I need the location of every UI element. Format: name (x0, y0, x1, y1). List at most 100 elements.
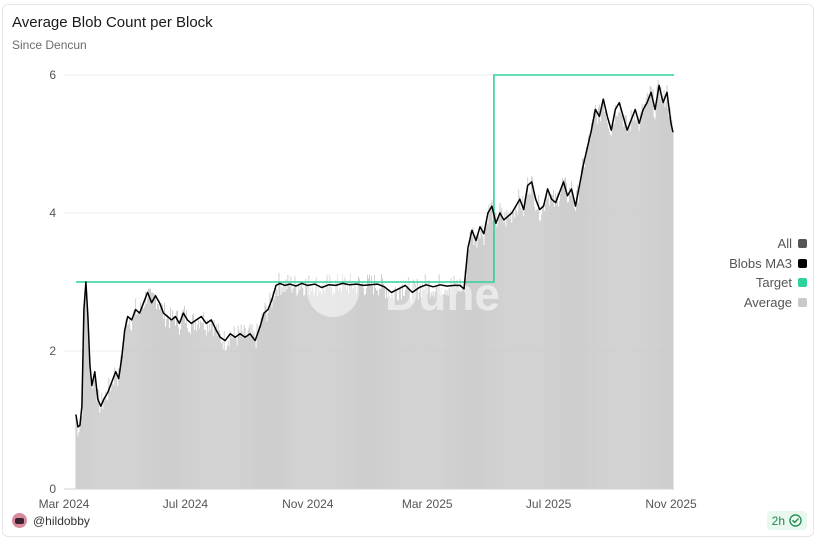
average-bar (323, 286, 325, 489)
average-bar (669, 107, 671, 489)
average-bar (649, 85, 651, 489)
average-bar (443, 294, 445, 489)
average-bar (284, 291, 286, 489)
average-bar (404, 290, 406, 489)
average-bar (193, 329, 195, 489)
average-bar (82, 348, 84, 489)
average-bar (450, 278, 452, 489)
legend-swatch (798, 297, 807, 307)
average-bar (562, 178, 563, 489)
average-bar (512, 212, 514, 490)
average-bar (636, 113, 638, 489)
average-bar (262, 316, 264, 489)
x-tick-label: Jul 2024 (163, 497, 209, 511)
average-bar (614, 104, 616, 489)
average-bar (593, 108, 595, 489)
average-bar (87, 312, 89, 489)
average-bar (630, 109, 632, 489)
average-bar (670, 115, 672, 489)
average-bar (137, 312, 139, 489)
average-bar (104, 396, 106, 489)
average-bar (491, 199, 493, 490)
average-bar (446, 290, 448, 489)
average-bar (618, 112, 620, 489)
average-bar (283, 281, 285, 489)
average-bar (460, 292, 462, 489)
average-bar (420, 297, 422, 489)
average-bar (434, 292, 436, 489)
author-link[interactable]: @hildobby (12, 513, 90, 528)
average-bar (94, 372, 96, 489)
average-bar (530, 194, 532, 490)
average-bar (616, 116, 618, 490)
average-bar (326, 276, 328, 489)
average-bar (354, 282, 356, 489)
average-bar (234, 336, 236, 489)
average-bar (585, 146, 587, 490)
average-bar (264, 302, 266, 489)
average-bar (282, 292, 284, 489)
average-bar (390, 291, 392, 489)
average-bar (136, 314, 138, 489)
average-bar (289, 286, 291, 489)
average-bar (647, 94, 649, 489)
average-bar (248, 327, 250, 489)
average-bar (275, 284, 277, 489)
chart-subtitle: Since Dencun (12, 38, 87, 52)
average-bar (211, 324, 213, 489)
average-bar (113, 385, 115, 489)
average-bar (563, 179, 564, 489)
average-bar (297, 293, 299, 489)
average-bar (531, 175, 533, 490)
average-bar (641, 103, 643, 490)
average-bar (505, 226, 507, 489)
refresh-status-badge[interactable]: 2h (766, 511, 807, 530)
average-bar (280, 295, 282, 489)
average-bar (457, 286, 459, 489)
average-bar (564, 178, 565, 489)
average-bar (441, 295, 443, 489)
average-bar (486, 216, 488, 490)
average-bar (409, 298, 411, 489)
legend-item-all[interactable]: All (729, 234, 807, 254)
legend-item-average[interactable]: Average (729, 293, 807, 313)
legend-item-blobs-ma3[interactable]: Blobs MA3 (729, 254, 807, 274)
check-circle-icon (789, 514, 802, 527)
average-bar (438, 274, 440, 489)
average-bar (394, 286, 396, 489)
average-bar (617, 112, 619, 489)
average-bar (159, 309, 160, 489)
average-bar (440, 288, 442, 489)
average-bar (629, 130, 631, 489)
average-bar (357, 286, 359, 489)
dune-logo-icon (307, 265, 359, 317)
average-bar (426, 293, 428, 489)
average-bar (122, 355, 124, 489)
average-bar (496, 227, 498, 489)
average-bar (592, 111, 594, 490)
average-bar (217, 323, 219, 489)
average-bar (309, 294, 311, 489)
average-bar (218, 330, 220, 489)
average-bar (497, 222, 499, 489)
average-bar (613, 124, 615, 489)
average-bar (271, 307, 273, 489)
average-bar (380, 274, 382, 489)
average-bar (293, 287, 295, 489)
average-bar (517, 214, 519, 490)
average-bar (521, 210, 523, 489)
average-bar (560, 193, 562, 489)
average-bar (204, 330, 206, 489)
average-bar (498, 218, 500, 489)
legend-item-target[interactable]: Target (729, 273, 807, 293)
average-bar (157, 303, 158, 489)
average-bar (88, 350, 90, 489)
average-bar (537, 209, 539, 489)
average-bar (324, 292, 326, 489)
average-bar (206, 319, 208, 489)
average-bar (77, 436, 79, 489)
average-bar (406, 283, 408, 489)
average-bar (257, 331, 259, 489)
average-bar (372, 285, 373, 489)
average-bar (315, 279, 317, 489)
